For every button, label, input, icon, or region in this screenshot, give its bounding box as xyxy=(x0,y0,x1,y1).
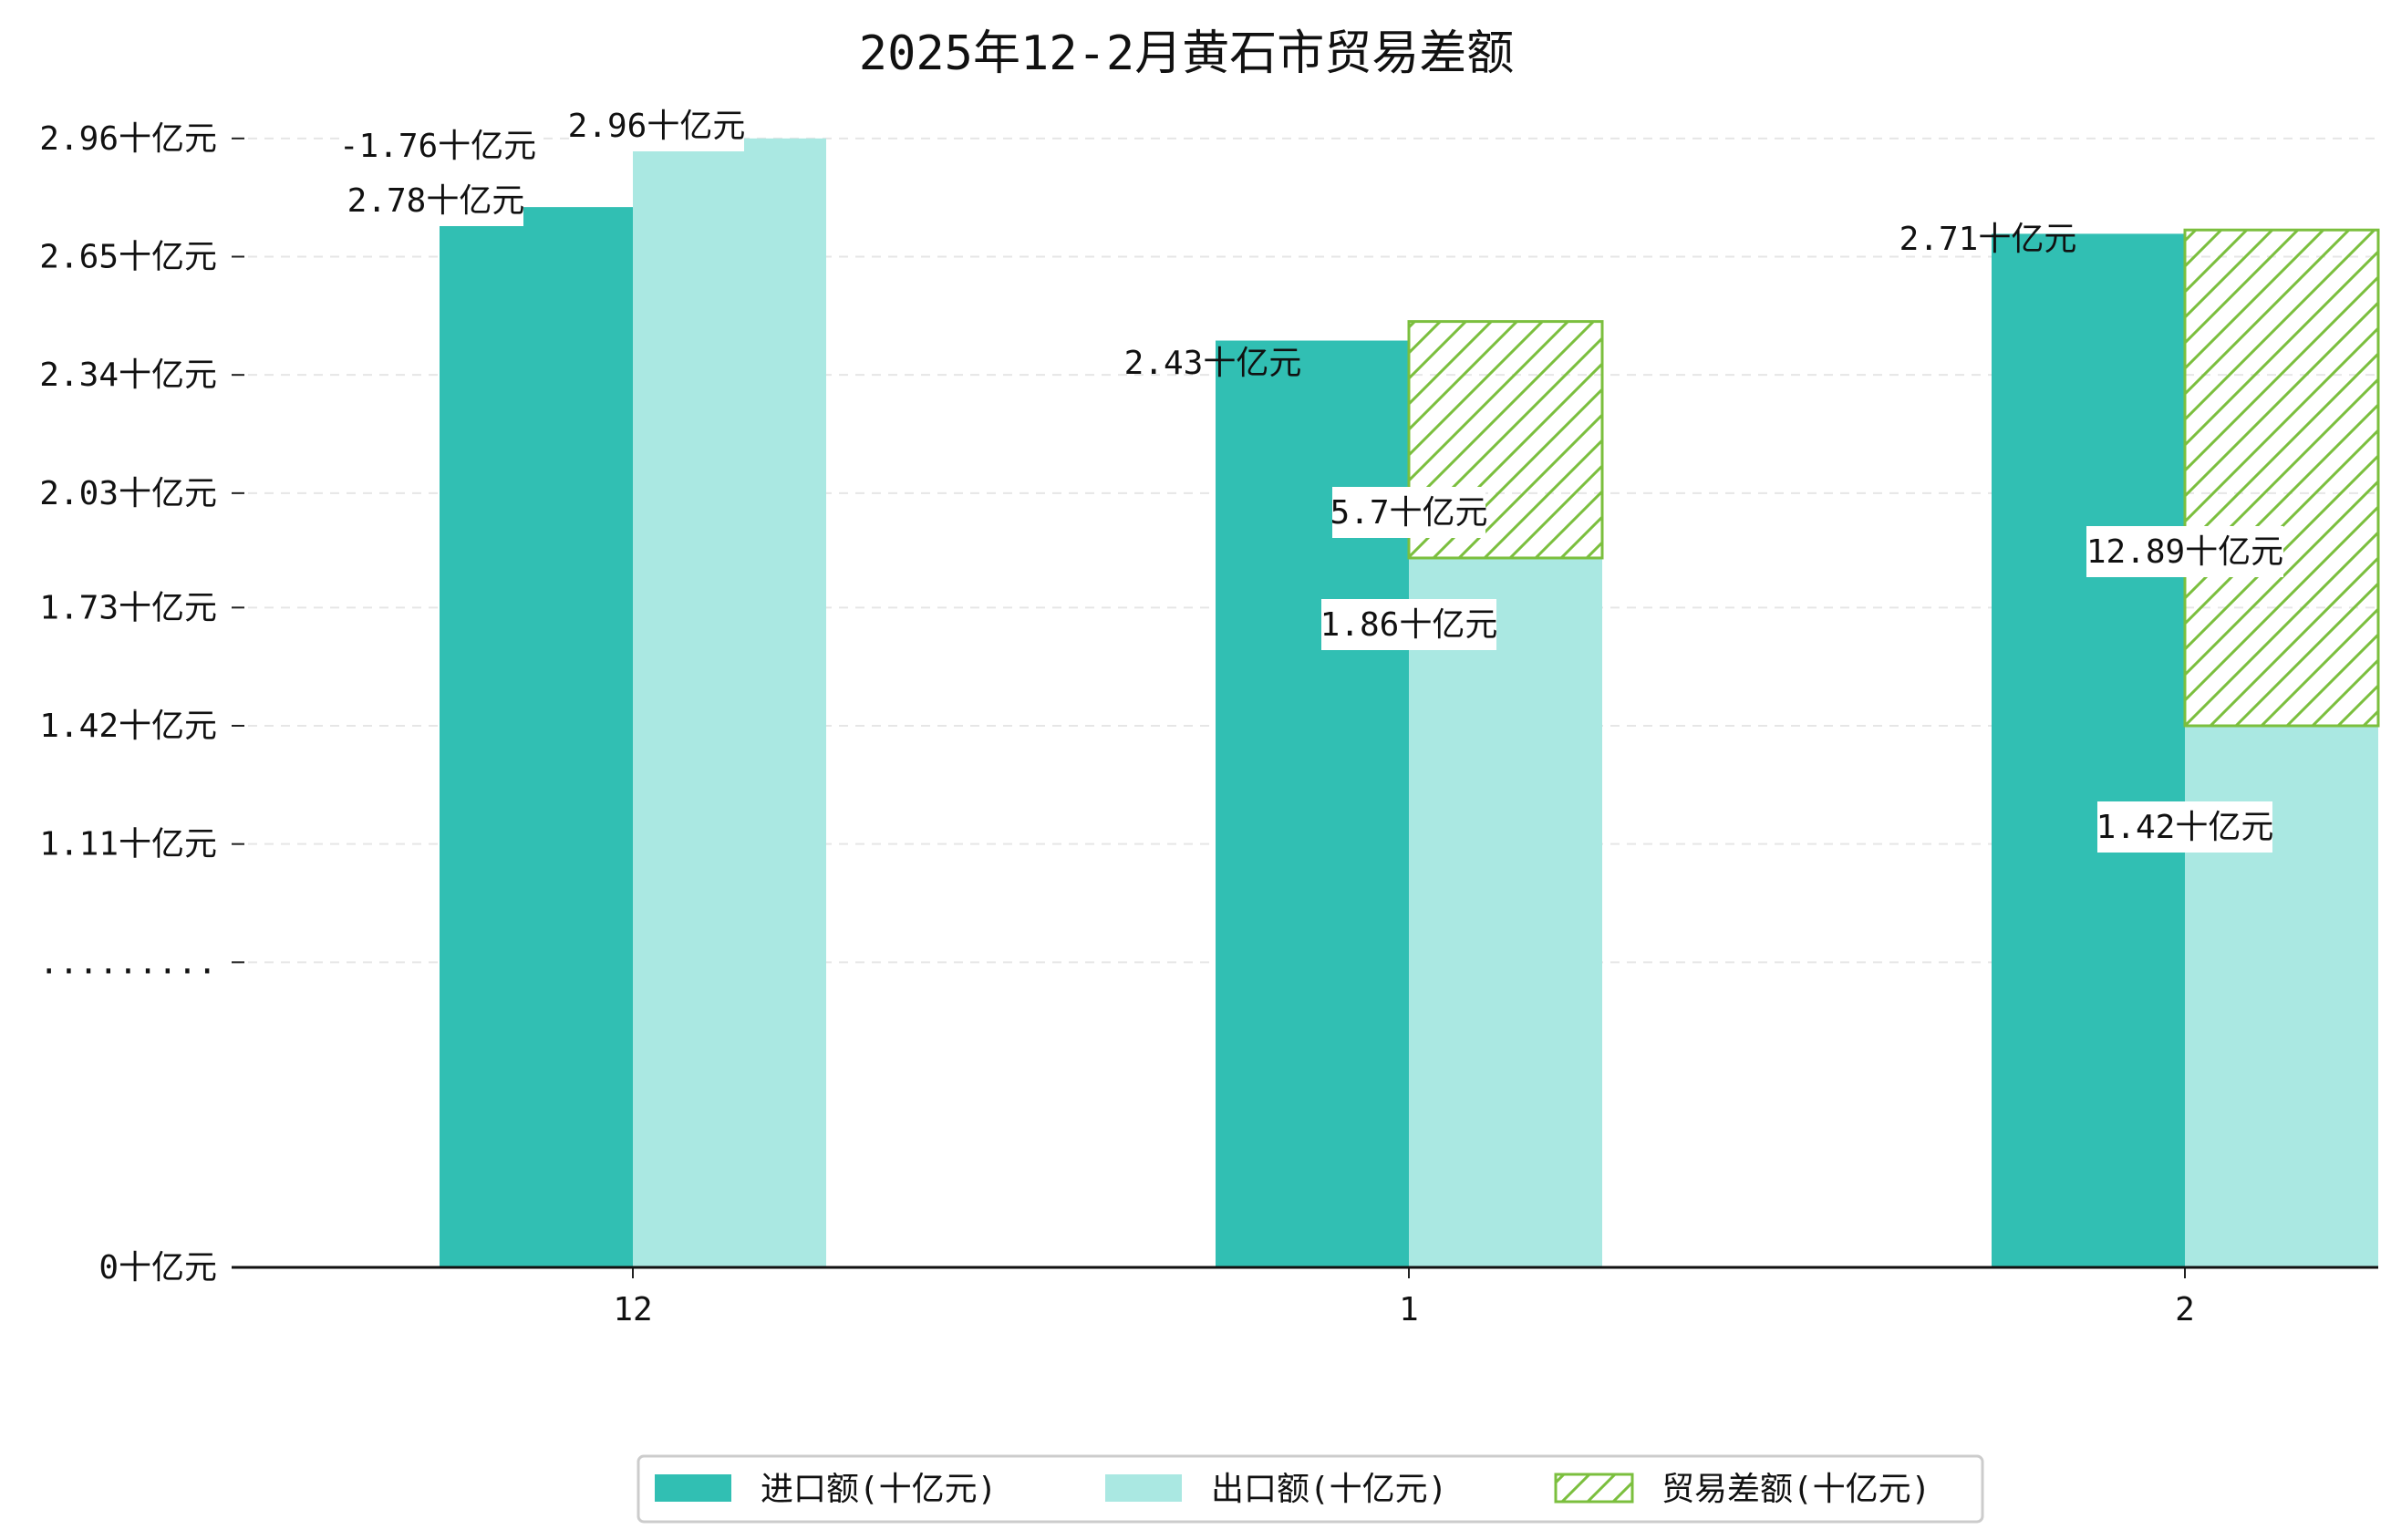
y-tick-label: ......... xyxy=(39,944,217,981)
legend-swatch xyxy=(1554,1473,1634,1504)
legend-label: 出口额(十亿元) xyxy=(1211,1471,1447,1508)
y-tick-label: 2.96十亿元 xyxy=(39,120,217,158)
chart-title: 2025年12-2月黄石市贸易差额 xyxy=(859,26,1514,81)
y-tick-label: 2.65十亿元 xyxy=(39,239,217,276)
data-label: 12.89十亿元 xyxy=(2086,533,2283,571)
y-tick-label: 0十亿元 xyxy=(98,1249,217,1287)
data-label-bg xyxy=(1321,599,1496,650)
import-bar xyxy=(1992,233,2185,1267)
import-bar xyxy=(440,207,633,1268)
legend-label: 贸易差额(十亿元) xyxy=(1661,1471,1930,1508)
data-label: 2.71十亿元 xyxy=(1899,221,2077,258)
data-label-bg xyxy=(2097,801,2272,853)
data-label-bg xyxy=(2086,526,2283,577)
export-bar xyxy=(1409,557,1602,1267)
y-tick-label: 2.34十亿元 xyxy=(39,357,217,394)
y-tick-label: 1.73十亿元 xyxy=(39,589,217,626)
y-tick-label: 1.11十亿元 xyxy=(39,826,217,863)
x-axis: 12 1 2 xyxy=(232,1266,2378,1328)
balance-bar xyxy=(2183,228,2380,728)
x-tick-label: 1 xyxy=(1399,1291,1419,1328)
data-label-bg xyxy=(348,175,523,226)
data-label: 2.78十亿元 xyxy=(347,182,525,220)
export-bar xyxy=(633,138,826,1267)
bars xyxy=(440,138,2380,1268)
legend-swatch xyxy=(655,1474,731,1502)
data-label: 1.42十亿元 xyxy=(2096,809,2274,846)
y-axis: 0十亿元......... 1.11十亿元 1.42十亿元 1.73十亿元 2.03十亿… xyxy=(39,120,244,1287)
data-label: 1.86十亿元 xyxy=(1320,606,1498,644)
data-label: 2.96十亿元 xyxy=(568,108,746,145)
legend-frame xyxy=(637,1454,1984,1524)
data-label-bg xyxy=(569,100,744,151)
y-tick-label: 1.42十亿元 xyxy=(39,708,217,745)
data-labels: 2.78十亿元 2.43十亿元 2.71十亿元 2.96十亿元 1.86十亿元 1.42十… xyxy=(339,100,2283,853)
legend-swatch xyxy=(1105,1474,1182,1502)
legend: 进口额(十亿元) 出口额(十亿元) 贸易差额(十亿元) xyxy=(637,1454,1984,1524)
data-label: -1.76十亿元 xyxy=(339,128,536,165)
y-tick-label: 2.03十亿元 xyxy=(39,475,217,512)
data-label: 2.43十亿元 xyxy=(1124,345,1302,382)
legend-label: 进口额(十亿元) xyxy=(761,1471,997,1508)
data-label-bg xyxy=(339,120,536,171)
data-label-bg xyxy=(1332,487,1485,538)
data-label: 5.7十亿元 xyxy=(1330,494,1487,532)
x-tick-label: 2 xyxy=(2175,1291,2195,1328)
import-bar xyxy=(1216,340,1409,1267)
x-tick-label: 12 xyxy=(613,1291,652,1328)
